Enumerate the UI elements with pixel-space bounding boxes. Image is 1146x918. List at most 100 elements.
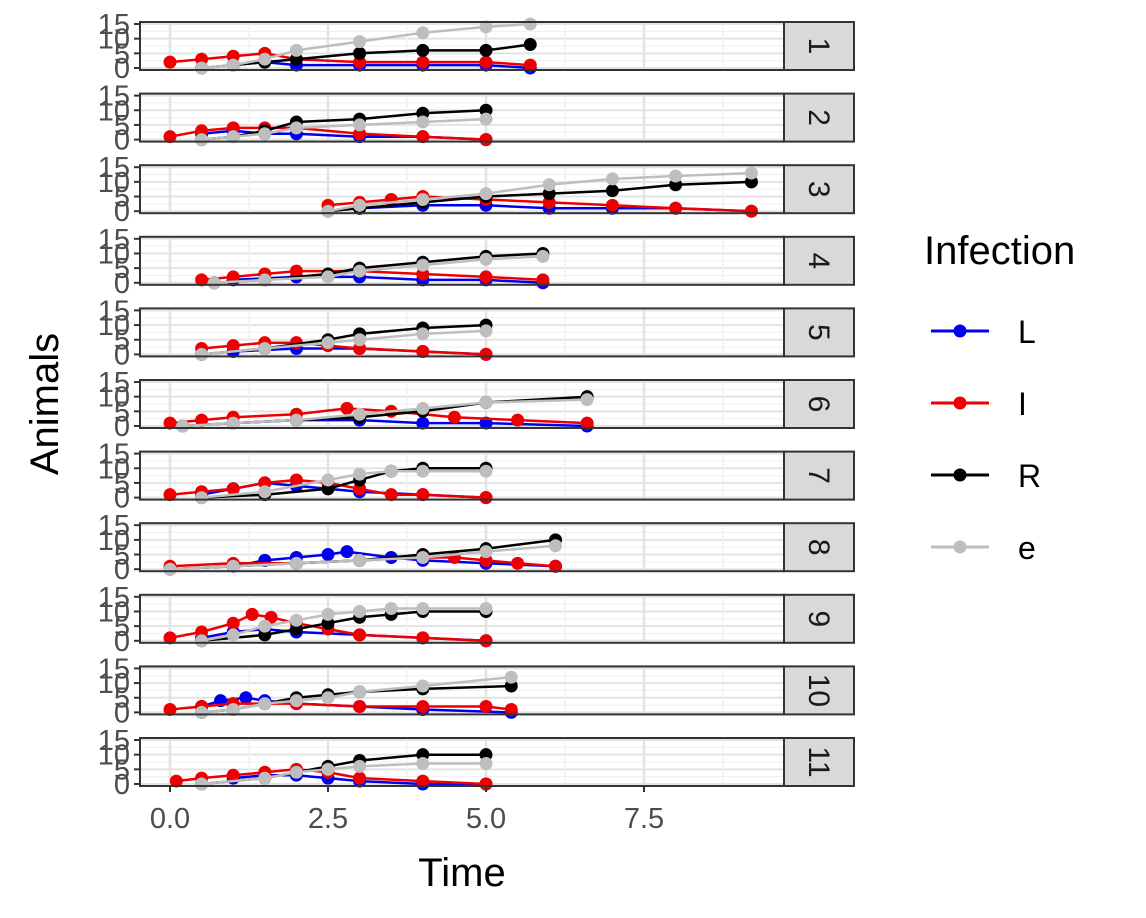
strip-label: 7 <box>802 467 835 484</box>
y-tick-label: 0 <box>114 125 130 157</box>
y-tick-label: 0 <box>114 697 130 729</box>
legend-title: Infection <box>924 229 1075 273</box>
data-point-I <box>416 774 430 788</box>
data-point-I <box>169 774 183 788</box>
y-tick-label: 10 <box>98 525 130 557</box>
data-point-I <box>479 55 493 69</box>
series-e <box>195 324 493 361</box>
series-e <box>195 17 537 75</box>
data-point-e <box>416 464 430 478</box>
data-point-e <box>289 765 303 779</box>
data-point-I <box>163 416 177 430</box>
y-tick-label: 0 <box>114 626 130 658</box>
y-tick-label: 5 <box>114 754 130 786</box>
legend-key-point <box>953 468 967 482</box>
strip-label: 3 <box>802 181 835 198</box>
data-point-e <box>195 705 209 719</box>
strip-label: 8 <box>802 539 835 556</box>
data-point-e <box>479 112 493 126</box>
data-point-e <box>321 204 335 218</box>
y-tick-label: 5 <box>114 38 130 70</box>
data-point-e <box>321 473 335 487</box>
data-point-I <box>416 631 430 645</box>
data-point-e <box>321 270 335 284</box>
data-point-e <box>258 52 272 66</box>
y-tick-label: 0 <box>114 268 130 300</box>
y-tick-label: 5 <box>114 110 130 142</box>
data-point-I <box>353 628 367 642</box>
data-point-e <box>479 545 493 559</box>
data-point-I <box>163 702 177 716</box>
y-axis-title: Animals <box>23 333 67 475</box>
data-point-I <box>523 58 537 72</box>
data-point-I <box>226 339 240 353</box>
strip-background <box>783 379 855 429</box>
data-point-e <box>195 61 209 75</box>
data-point-e <box>195 491 209 505</box>
series-e <box>207 249 550 290</box>
x-tick-label: 7.5 <box>624 803 664 835</box>
data-point-e <box>289 413 303 427</box>
data-point-e <box>416 327 430 341</box>
data-point-e <box>353 118 367 132</box>
strip-label: 1 <box>802 38 835 55</box>
y-tick-label: 5 <box>114 325 130 357</box>
data-point-e <box>195 347 209 361</box>
data-point-e <box>289 43 303 57</box>
data-point-e <box>207 276 221 290</box>
series-I <box>163 401 594 430</box>
data-point-I <box>340 401 354 415</box>
strip-background <box>783 522 855 573</box>
y-tick-label: 0 <box>114 769 130 801</box>
data-point-I <box>416 55 430 69</box>
data-point-I <box>669 201 683 215</box>
x-tick-label: 5.0 <box>466 803 506 835</box>
data-point-e <box>321 336 335 350</box>
data-point-L <box>239 691 253 705</box>
legend-label: I <box>1018 386 1027 422</box>
series-e <box>176 393 594 433</box>
data-point-I <box>605 198 619 212</box>
data-point-I <box>416 700 430 714</box>
y-tick-label: 0 <box>114 339 130 371</box>
data-point-e <box>321 691 335 705</box>
data-point-I <box>479 347 493 361</box>
y-tick-label: 10 <box>98 668 130 700</box>
strip-label: 10 <box>802 674 835 707</box>
data-point-e <box>353 198 367 212</box>
data-point-e <box>321 762 335 776</box>
data-point-I <box>163 631 177 645</box>
data-point-e <box>416 258 430 272</box>
data-point-e <box>258 485 272 499</box>
y-tick-label: 5 <box>114 611 130 643</box>
y-tick-label: 15 <box>98 9 130 41</box>
strip-background <box>783 737 855 787</box>
data-point-I <box>226 482 240 496</box>
data-point-e <box>416 679 430 693</box>
y-tick-label: 15 <box>98 81 130 113</box>
series-e <box>195 670 518 719</box>
data-point-e <box>479 20 493 34</box>
data-point-e <box>416 756 430 770</box>
data-point-e <box>353 685 367 699</box>
strip-label: 9 <box>802 610 835 627</box>
data-point-e <box>479 324 493 338</box>
y-tick-label: 10 <box>98 310 130 342</box>
data-point-I <box>289 473 303 487</box>
legend-item-I: I <box>931 386 1027 422</box>
data-point-L <box>321 548 335 562</box>
legend-label: e <box>1018 530 1036 566</box>
data-point-I <box>479 777 493 791</box>
strip-label: 2 <box>802 109 835 126</box>
data-point-e <box>580 393 594 407</box>
data-point-e <box>353 333 367 347</box>
data-point-e <box>416 401 430 415</box>
data-point-I <box>479 634 493 648</box>
strip-label: 5 <box>802 324 835 341</box>
data-point-e <box>479 464 493 478</box>
data-point-I <box>416 130 430 144</box>
